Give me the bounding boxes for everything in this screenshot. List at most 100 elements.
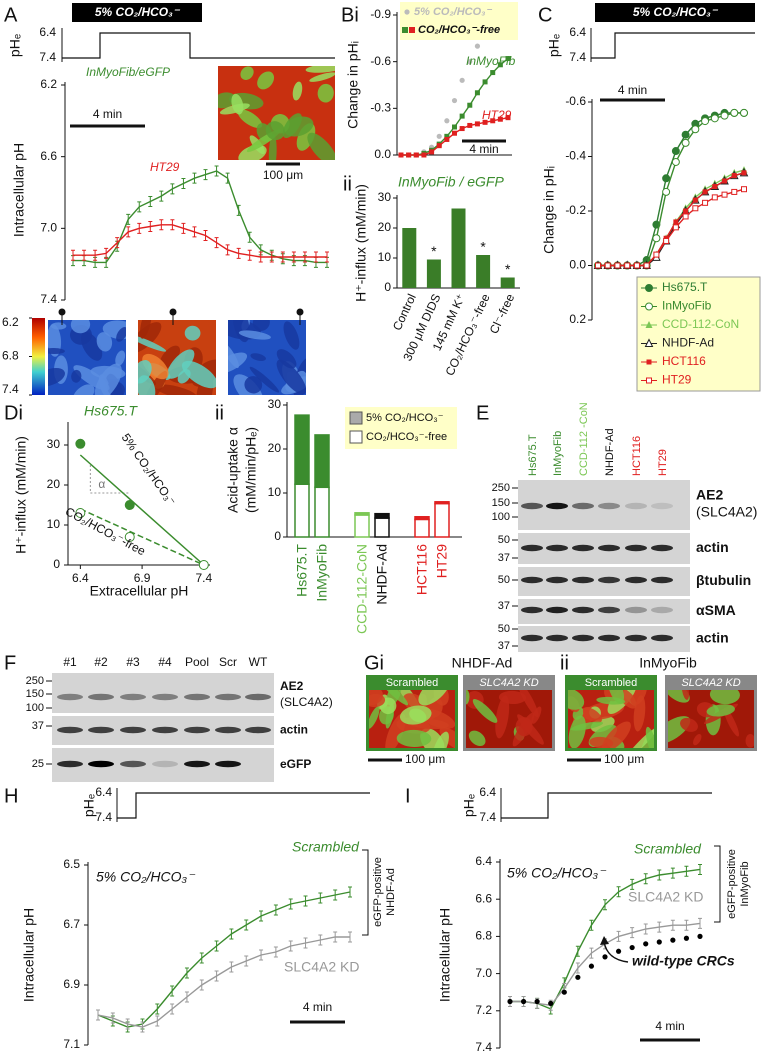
pin-head [296, 308, 304, 316]
mw-label: 150 [26, 688, 44, 700]
data-point [459, 113, 465, 119]
data-line [73, 224, 327, 258]
band [521, 544, 543, 552]
cell [72, 384, 95, 395]
colorbar-label: 7.4 [2, 382, 19, 396]
bracket [714, 845, 721, 923]
mw-label: 150 [492, 497, 510, 509]
band [215, 760, 241, 768]
data-point [451, 97, 458, 104]
bar [476, 255, 491, 288]
data-line [598, 112, 744, 267]
blot-label: actin [696, 630, 729, 646]
data-point [71, 249, 75, 261]
data-point [170, 183, 175, 195]
data-point [589, 919, 594, 931]
micrograph [138, 320, 216, 395]
cell [218, 92, 236, 109]
band [572, 606, 594, 614]
cell [244, 376, 263, 394]
data-point [645, 321, 653, 328]
data-point [192, 226, 197, 238]
band [651, 606, 673, 614]
lane-label: #2 [94, 655, 108, 669]
cell [706, 704, 735, 717]
phe-label: pHₑ [7, 34, 23, 57]
data-point [96, 1009, 100, 1021]
lane-label: Scr [219, 655, 237, 669]
data-point [474, 90, 480, 96]
data-point [318, 892, 323, 904]
phe-tick-label: 6.4 [39, 25, 56, 39]
mw-label: 50 [498, 534, 510, 546]
data-point [683, 935, 690, 941]
bracket-label: eGFP-positive [726, 849, 738, 919]
panel-letter: ii [343, 173, 352, 195]
band [625, 544, 647, 552]
cell [418, 690, 450, 706]
cell [307, 132, 335, 160]
cell [531, 706, 542, 724]
band [572, 576, 594, 584]
cell [432, 731, 449, 748]
cell [282, 113, 302, 139]
cell [48, 367, 65, 387]
data-point [671, 147, 680, 156]
data-point [474, 121, 480, 127]
legend-box [400, 2, 518, 40]
series-label: InMyoFib/eGFP [86, 65, 170, 79]
cell [723, 707, 739, 737]
data-point [459, 77, 465, 83]
data-point [203, 169, 208, 181]
legend-swatch [409, 27, 415, 33]
y-tick-label: 7.4 [475, 1040, 492, 1054]
cell [693, 733, 702, 746]
data-point [482, 79, 488, 85]
cell [582, 707, 602, 724]
y-tick-label: 0.0 [569, 258, 586, 272]
cell [568, 715, 586, 748]
data-point [653, 251, 660, 258]
legend-label: HCT116 [662, 354, 706, 368]
panel-letter: A [4, 4, 18, 26]
data-point [244, 919, 249, 931]
bar-segment [294, 483, 310, 538]
lane-label: HT29 [657, 449, 669, 476]
arrow-head [600, 936, 609, 945]
data-point [303, 937, 308, 949]
cell [283, 321, 300, 350]
cell [645, 726, 654, 748]
scale-bar-label: 4 min [618, 83, 647, 97]
data-point [467, 59, 473, 65]
y-axis-label: H⁺-influx (mM/min) [13, 436, 29, 554]
scale-bar-label: 100 μm [405, 752, 445, 766]
data-point [170, 1003, 175, 1015]
band [57, 726, 83, 734]
blot [52, 673, 274, 713]
y-tick-label: 0 [384, 280, 391, 294]
data-point [467, 122, 473, 128]
data-point [645, 302, 653, 311]
data-point [490, 70, 496, 76]
micrograph [369, 690, 455, 748]
cell [680, 717, 698, 732]
data-point [730, 108, 739, 117]
band [625, 576, 647, 584]
bracket-label: eGFP-positive [372, 857, 384, 927]
significance-label: * [480, 239, 486, 255]
band [572, 634, 594, 642]
cell [317, 83, 334, 103]
cell [102, 320, 126, 340]
data-line [598, 188, 745, 267]
data-point [741, 186, 747, 193]
phe-tick-label: 7.4 [569, 50, 586, 64]
scale-bar-label: 4 min [303, 1000, 332, 1014]
cell [142, 353, 169, 380]
cell [71, 369, 82, 383]
data-point [137, 222, 142, 234]
y-axis-label: Intracellular pH [21, 908, 37, 1002]
y-tick-label: 10 [378, 250, 392, 264]
phe-tick-label: 6.4 [95, 785, 112, 799]
data-point [82, 249, 87, 261]
y-tick-label: -0.6 [565, 94, 586, 108]
